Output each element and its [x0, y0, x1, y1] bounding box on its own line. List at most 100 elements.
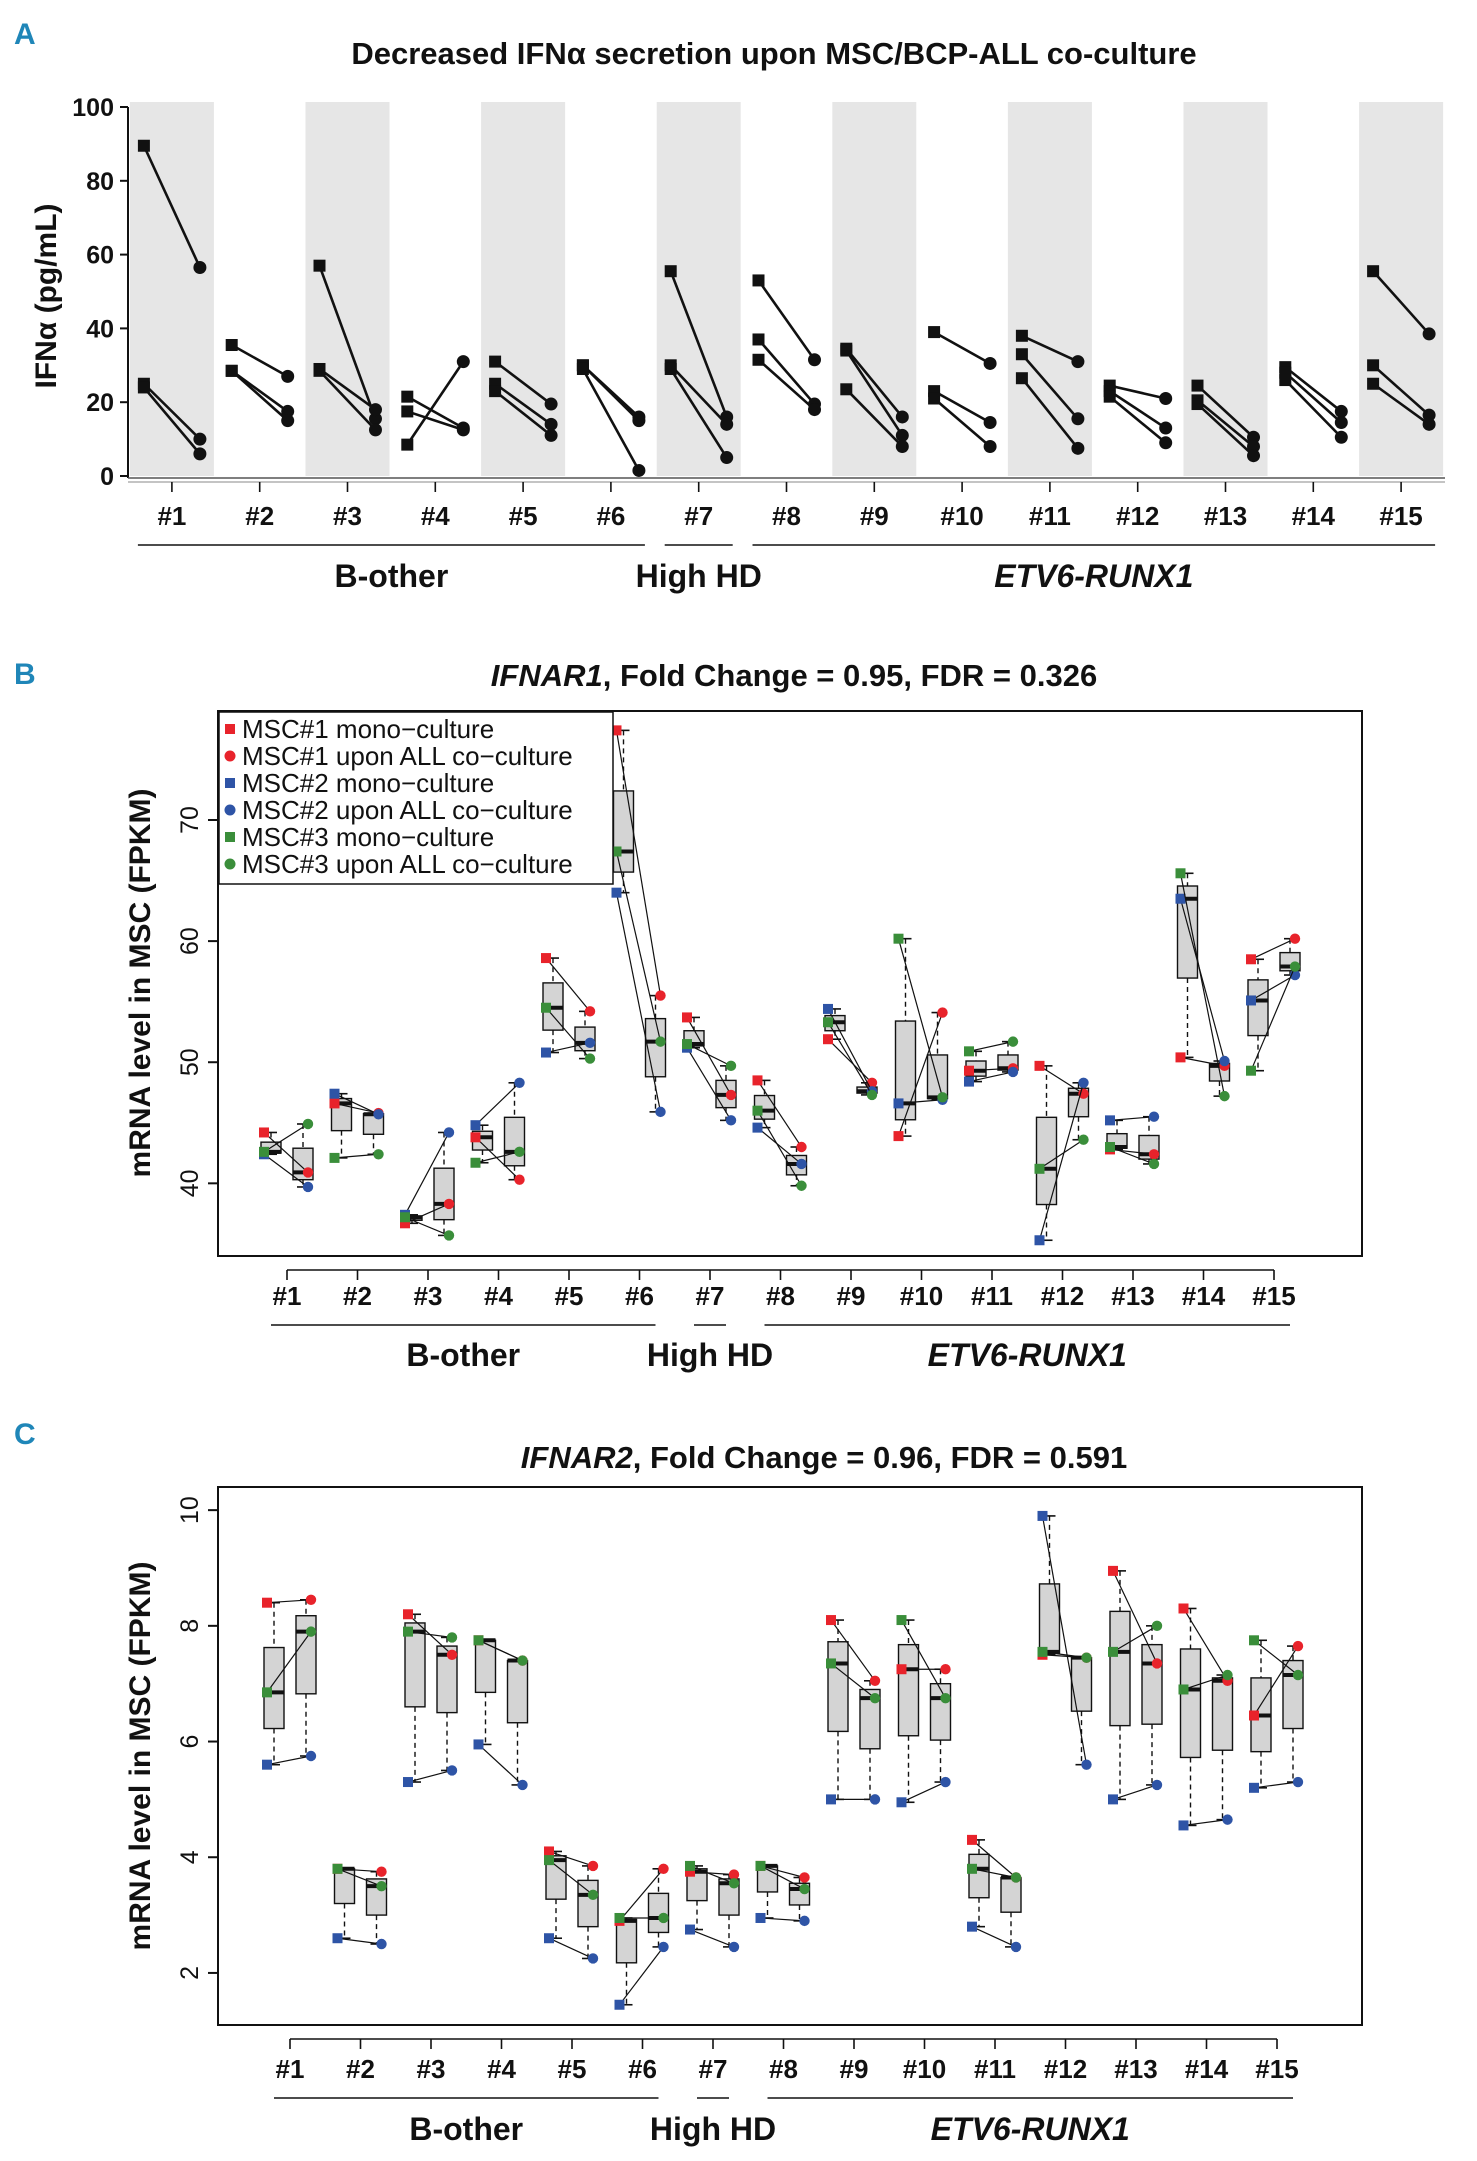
panel-b-msc1-coculture-point	[937, 1007, 948, 1018]
panel-b-groups: B-other High HD ETV6-RUNX1	[271, 1324, 1290, 1373]
panel-a-mono-point	[1191, 379, 1204, 392]
legend-box	[218, 711, 614, 885]
legend-square-marker	[225, 832, 235, 842]
panel-c-box	[474, 1639, 497, 1694]
panel-b-y-tick-label: 50	[176, 1048, 204, 1076]
panel-a-mono-point	[1015, 372, 1028, 385]
panel-b-box	[1176, 885, 1199, 979]
panel-c-category-label: #13	[1114, 2054, 1157, 2084]
legend-label: MSC#1 mono−culture	[242, 714, 494, 744]
panel-c-category-label: #6	[628, 2054, 657, 2084]
panel-a-pair-line	[1372, 382, 1430, 426]
panel-b-msc1-mono-point	[259, 1127, 269, 1138]
panel-a-pair-line	[581, 364, 640, 422]
panel-a-mono-point	[1191, 398, 1204, 411]
panel-a-coculture-point	[456, 423, 470, 437]
panel-a-pair-line	[494, 390, 552, 437]
panel-b-msc2-coculture-point	[1219, 1055, 1230, 1067]
panel-a-y-tick-label: 80	[86, 168, 114, 196]
panel-c-msc1-coculture-point	[305, 1594, 317, 1606]
panel-c-pair-line	[337, 1868, 382, 1887]
panel-b-pair-line	[404, 1132, 450, 1216]
panel-c-msc2-mono-point	[826, 1794, 836, 1805]
panel-c-category-label: #9	[840, 2054, 869, 2084]
panel-c: C IFNAR2, Fold Change = 0.96, FDR = 0.59…	[14, 1418, 1363, 2147]
panel-a-pair-line	[581, 368, 641, 472]
panel-a-mono-point	[1015, 329, 1028, 342]
panel-a-pair-line	[318, 369, 377, 431]
panel-b-pair-line	[1038, 1082, 1085, 1241]
panel-c-msc2-coculture-point	[658, 1941, 669, 1953]
panel-c-msc1-coculture-point	[940, 1664, 951, 1675]
panel-b-msc3-coculture-point	[725, 1060, 737, 1072]
panel-c-box	[929, 1682, 952, 1741]
panel-b-msc3-mono-point	[752, 1105, 763, 1116]
panel-c-msc2-coculture-point	[799, 1915, 810, 1927]
panel-a-pair-line	[1021, 334, 1079, 363]
panel-a-category-label: #11	[1029, 501, 1071, 531]
panel-c-msc3-mono-point	[1108, 1646, 1118, 1657]
panel-c-pair-line	[266, 1631, 312, 1693]
panel-b-msc3-coculture-point	[514, 1146, 525, 1158]
panel-c-msc1-coculture-point	[1292, 1640, 1304, 1652]
panel-b-box	[926, 1054, 949, 1100]
panel-a-pair-line	[1109, 384, 1166, 400]
panel-c-pair-line	[266, 1599, 312, 1604]
panel-c-msc2-coculture-point	[1081, 1759, 1092, 1770]
panel-c-y-label: mRNA level in MSC (FPKM)	[124, 1562, 157, 1951]
panel-b-y-label: mRNA level in MSC (FPKM)	[124, 789, 157, 1178]
panel-a-pair-line	[142, 382, 201, 441]
panel-a-pair-line	[845, 347, 904, 418]
panel-a-pair-line	[406, 410, 464, 432]
panel-a-coculture-point	[983, 356, 997, 370]
panel-a-coculture-point	[544, 417, 558, 431]
panel-a-coculture-point	[1334, 430, 1348, 444]
panel-a-coculture-point	[1159, 421, 1173, 435]
panel-b-category-label: #8	[766, 1281, 795, 1311]
panel-a-coculture-point	[1159, 436, 1173, 450]
panel-c-pair-line	[689, 1871, 735, 1876]
panel-b-pair-line	[756, 1080, 803, 1148]
panel-a-mono-point	[137, 139, 150, 152]
panel-b-msc2-coculture-point	[1078, 1077, 1089, 1089]
panel-a-pair-line	[1372, 364, 1430, 417]
panel-c-msc1-coculture-point	[799, 1872, 810, 1883]
panel-a-coculture-point	[895, 410, 909, 424]
panel-a-coculture-point	[720, 417, 734, 431]
panel-a-coculture-point	[544, 397, 558, 411]
panel-c-msc2-coculture-point	[728, 1941, 740, 1953]
panel-c-msc2-mono-point	[614, 1999, 625, 2010]
panel-b-msc2-coculture-point	[796, 1158, 807, 1170]
panel-a: A Decreased IFNα secretion upon MSC/BCP-…	[14, 18, 1445, 594]
panel-a-coculture-point	[193, 261, 207, 275]
panel-c-category-label: #14	[1185, 2054, 1229, 2084]
panel-a-mono-point	[225, 364, 238, 377]
panel-c-msc1-mono-point	[896, 1664, 907, 1675]
legend-label: MSC#2 upon ALL co−culture	[242, 795, 573, 825]
panel-a-category-label: #5	[509, 501, 538, 531]
panel-a-category-label: #7	[684, 501, 713, 531]
panel-c-msc3-coculture-point	[799, 1883, 810, 1895]
panel-c-data	[262, 1510, 1304, 2010]
panel-b-pair-line	[615, 730, 662, 996]
panel-a-pair-line	[757, 338, 816, 405]
panel-b-category-label: #3	[414, 1281, 443, 1311]
panel-b-msc3-mono-point	[329, 1152, 340, 1163]
panel-b-msc1-coculture-point	[514, 1174, 525, 1185]
panel-c-msc2-mono-point	[262, 1759, 272, 1770]
legend-label: MSC#2 mono−culture	[242, 768, 494, 798]
panel-b-pair-line	[545, 1007, 591, 1059]
panel-b-box	[894, 1020, 917, 1121]
panel-c-msc2-coculture-point	[376, 1938, 387, 1950]
panel-c-msc1-coculture-point	[869, 1675, 881, 1686]
panel-b-msc1-mono-point	[893, 1131, 904, 1142]
panel-c-msc1-mono-point	[685, 1866, 695, 1877]
panel-c-pair-line	[619, 1946, 664, 2006]
panel-b-pair-line	[756, 1110, 803, 1187]
panel-c-pair-line	[337, 1868, 382, 1873]
panel-c-pair-line	[548, 1937, 594, 1960]
panel-c-y-tick-label: 2	[176, 1966, 204, 1980]
panel-c-pair-line	[901, 1781, 946, 1803]
panel-a-pair-line	[494, 382, 552, 426]
panel-b-pair-line	[1109, 1146, 1155, 1165]
